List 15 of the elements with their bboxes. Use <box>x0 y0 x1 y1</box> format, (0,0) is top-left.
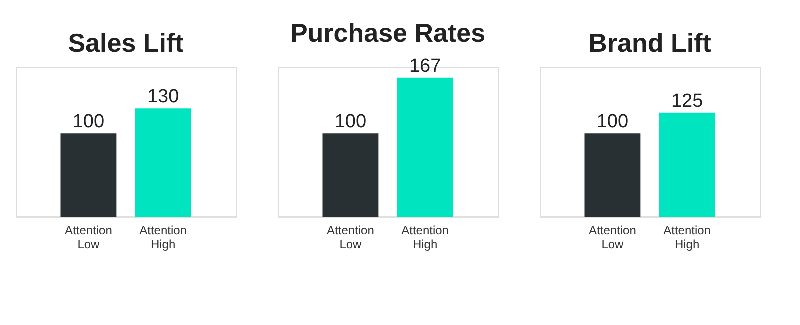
data-label: 130 <box>147 86 180 108</box>
x-tick-label: Attention Low <box>589 224 636 252</box>
x-tick-label: Attention Low <box>65 224 112 252</box>
x-tick-label: Attention High <box>402 224 449 252</box>
data-label: 100 <box>72 112 105 133</box>
data-label: 125 <box>671 90 704 112</box>
chart-title: Purchase Rates <box>290 18 486 48</box>
x-tick-label: Attention Low <box>327 224 374 252</box>
x-tick-label: Attention High <box>664 224 711 252</box>
chart-title: Sales Lift <box>68 28 184 58</box>
data-label: 167 <box>409 56 442 77</box>
x-tick-label: Attention High <box>140 224 187 252</box>
chart-title: Brand Lift <box>588 28 712 58</box>
data-label: 100 <box>596 112 629 133</box>
data-label: 100 <box>334 112 367 133</box>
